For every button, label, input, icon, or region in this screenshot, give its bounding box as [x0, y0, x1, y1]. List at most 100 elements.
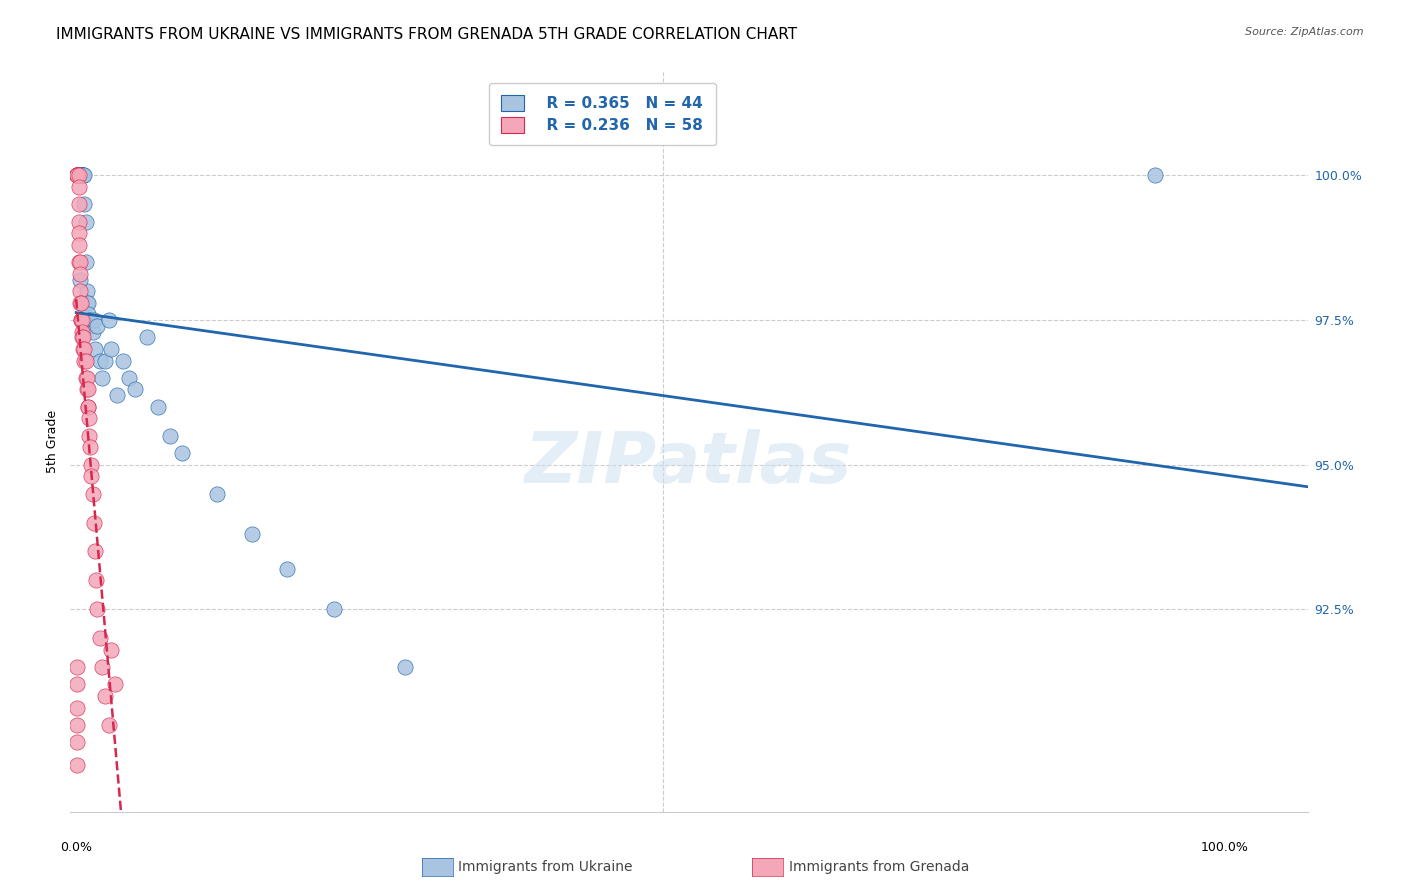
Legend:   R = 0.365   N = 44,   R = 0.236   N = 58: R = 0.365 N = 44, R = 0.236 N = 58: [489, 83, 716, 145]
Point: [94, 689, 117, 703]
Point: [100, 642, 122, 657]
Point: [77, 313, 100, 327]
Point: [69, 267, 91, 281]
Point: [66, 735, 89, 749]
Point: [323, 602, 346, 616]
Point: [73, 353, 96, 368]
Point: [159, 429, 181, 443]
Point: [98, 718, 121, 732]
Text: Immigrants from Ukraine: Immigrants from Ukraine: [458, 860, 633, 874]
Point: [1144, 169, 1167, 183]
Point: [118, 371, 141, 385]
Point: [86, 318, 108, 333]
Point: [66, 677, 89, 691]
Point: [91, 371, 114, 385]
Point: [70, 325, 93, 339]
Point: [84, 544, 107, 558]
Point: [72, 330, 94, 344]
Point: [66, 169, 89, 183]
Point: [77, 295, 100, 310]
Point: [70, 313, 93, 327]
Point: [276, 562, 298, 576]
Point: [91, 660, 114, 674]
Point: [66, 169, 89, 183]
Point: [67, 169, 90, 183]
Point: [72, 169, 94, 183]
Point: [76, 284, 98, 298]
Point: [67, 227, 90, 241]
Point: [98, 313, 121, 327]
Point: [76, 383, 98, 397]
Point: [66, 718, 89, 732]
Point: [94, 353, 117, 368]
Point: [67, 215, 90, 229]
Point: [70, 330, 93, 344]
Point: [77, 383, 100, 397]
Point: [66, 700, 89, 714]
Point: [77, 307, 100, 321]
Point: [89, 631, 111, 645]
Point: [84, 574, 107, 588]
Point: [70, 313, 93, 327]
Point: [105, 388, 128, 402]
Point: [82, 325, 104, 339]
Point: [70, 169, 93, 183]
Point: [67, 180, 90, 194]
Point: [72, 169, 94, 183]
Point: [148, 400, 170, 414]
Point: [72, 342, 94, 356]
Point: [84, 342, 107, 356]
Point: [80, 458, 103, 472]
Point: [170, 446, 193, 460]
Text: 100.0%: 100.0%: [1201, 840, 1249, 854]
Point: [75, 371, 97, 385]
Point: [80, 469, 103, 483]
Point: [70, 169, 93, 183]
Point: [72, 169, 94, 183]
Point: [77, 400, 100, 414]
Point: [70, 313, 93, 327]
Point: [69, 272, 91, 286]
Point: [66, 660, 89, 674]
Point: [70, 169, 93, 183]
Point: [77, 411, 100, 425]
Point: [69, 295, 91, 310]
Point: [76, 371, 98, 385]
Point: [77, 400, 100, 414]
Text: IMMIGRANTS FROM UKRAINE VS IMMIGRANTS FROM GRENADA 5TH GRADE CORRELATION CHART: IMMIGRANTS FROM UKRAINE VS IMMIGRANTS FR…: [56, 27, 797, 42]
Point: [66, 169, 89, 183]
Point: [67, 197, 90, 211]
Text: 0.0%: 0.0%: [60, 840, 93, 854]
Point: [67, 238, 90, 252]
Point: [83, 516, 105, 530]
Point: [75, 353, 97, 368]
Point: [240, 527, 263, 541]
Point: [76, 295, 98, 310]
Point: [73, 197, 96, 211]
Point: [69, 255, 91, 269]
Point: [67, 169, 90, 183]
Point: [112, 353, 135, 368]
Point: [75, 255, 97, 269]
Point: [73, 169, 96, 183]
Y-axis label: 5th Grade: 5th Grade: [46, 410, 59, 473]
Point: [66, 169, 89, 183]
Point: [66, 169, 89, 183]
Text: ZIPatlas: ZIPatlas: [526, 429, 852, 499]
Point: [66, 169, 89, 183]
Point: [100, 342, 122, 356]
Point: [79, 313, 101, 327]
Text: Source: ZipAtlas.com: Source: ZipAtlas.com: [1246, 27, 1364, 37]
Point: [79, 440, 101, 454]
Point: [80, 318, 103, 333]
Point: [394, 660, 416, 674]
Point: [73, 342, 96, 356]
Point: [89, 353, 111, 368]
Point: [86, 602, 108, 616]
Point: [75, 215, 97, 229]
Point: [205, 486, 228, 500]
Point: [70, 169, 93, 183]
Point: [69, 284, 91, 298]
Point: [135, 330, 157, 344]
Point: [124, 383, 146, 397]
